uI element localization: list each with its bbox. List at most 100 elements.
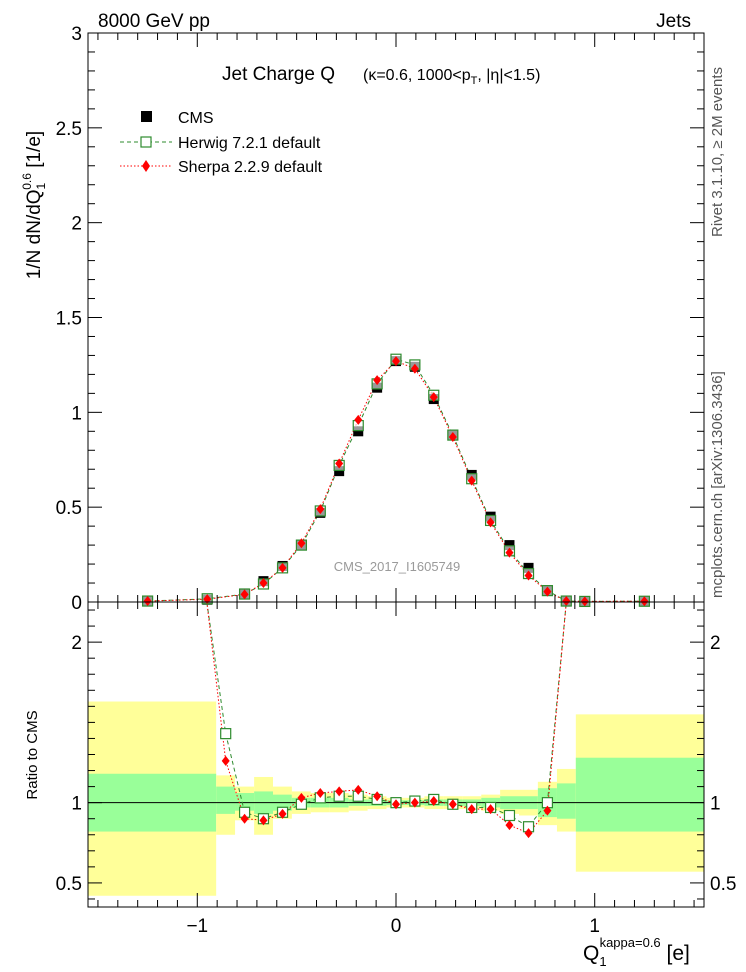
- sherpa-point: [429, 392, 438, 403]
- sherpa-point: [486, 517, 495, 528]
- cms-point: [504, 540, 515, 551]
- main-ylabel-post: [1/e]: [24, 131, 45, 173]
- title-main: Jet Charge Q: [222, 64, 335, 85]
- main-ytick-label: 0: [71, 593, 82, 614]
- subtitle-post: , |η|<1.5): [477, 67, 540, 84]
- band-inner: [216, 786, 236, 814]
- main-ytick-label: 2: [71, 214, 82, 235]
- main-ytick-label: 1.5: [56, 309, 82, 330]
- sherpa-ratio-point: [543, 805, 552, 816]
- sherpa-point: [410, 363, 419, 374]
- main-ylabel: 1/N dN/dQ10.6 [1/e]: [20, 131, 48, 279]
- xlabel-post: [e]: [661, 942, 690, 965]
- legend-item-herwig: Herwig 7.2.1 default: [120, 135, 321, 152]
- xtick-label: 0: [391, 916, 402, 937]
- sherpa-point: [335, 458, 344, 469]
- main-ytick-label: 0.5: [56, 498, 82, 519]
- main-ylabel-sup: 0.6: [20, 173, 34, 190]
- legend-marker-sherpa: [142, 160, 150, 172]
- main-marks: [142, 353, 650, 608]
- sherpa-point: [143, 596, 152, 607]
- sherpa-ratio-point: [448, 799, 457, 810]
- legend-label-cms: CMS: [178, 110, 214, 127]
- header-right: Jets: [656, 11, 691, 32]
- main-ylabel-pre: 1/N dN/dQ: [24, 189, 45, 279]
- sherpa-ratio-point: [429, 796, 438, 807]
- xtick-label: −1: [186, 916, 208, 937]
- legend-marker-cms: [141, 111, 152, 122]
- sherpa-ratio-point: [354, 784, 363, 795]
- xlabel-sup: kappa=0.6: [600, 935, 661, 950]
- main-panel: 0 0.5 1 1.5 2 2.5 3 Jet Charge Q (κ=0.6, 1000<…: [20, 24, 705, 614]
- sherpa-ratio-point: [335, 786, 344, 797]
- sherpa-ratio-point: [373, 791, 382, 802]
- sherpa-point: [524, 570, 533, 581]
- sherpa-ratio-point: [221, 755, 230, 766]
- subtitle-pre: (κ=0.6, 1000<p: [363, 67, 471, 84]
- sherpa-ratio-point: [486, 804, 495, 815]
- xtick-label: 1: [589, 916, 600, 937]
- sherpa-point: [640, 596, 649, 607]
- sherpa-ratio-point: [505, 820, 514, 831]
- sherpa-ratio-point: [410, 797, 419, 808]
- rivet-label: Rivet 3.1.10, ≥ 2M events: [709, 67, 726, 237]
- ratio-panel: 0.5 0.5 1 1 2 2 −1 0 1 Ratio to CMS Q1 kappa=0.6 …: [24, 601, 736, 969]
- ratio-ytick-label-right: 0.5: [710, 874, 736, 895]
- sherpa-point: [278, 562, 287, 573]
- ratio-marks: [206, 601, 586, 839]
- xlabel-sub: 1: [599, 954, 606, 969]
- xlabel-pre: Q: [583, 942, 599, 965]
- band-inner: [556, 783, 576, 819]
- sherpa-point: [505, 547, 514, 558]
- legend-item-sherpa: Sherpa 2.2.9 default: [120, 159, 323, 176]
- herwig-ratio-line: [206, 601, 586, 828]
- sherpa-point: [392, 356, 400, 367]
- sherpa-line: [147, 360, 645, 602]
- sherpa-ratio-point: [316, 788, 325, 799]
- band-inner: [235, 793, 255, 811]
- sherpa-point: [373, 375, 382, 386]
- sherpa-point: [543, 586, 552, 597]
- herwig-ratio-point: [220, 728, 232, 740]
- subtitle-sub: T: [471, 75, 478, 87]
- header-left: 8000 GeV pp: [98, 11, 210, 32]
- sherpa-ratio-point: [259, 815, 268, 826]
- sherpa-point: [448, 431, 457, 442]
- cms-point: [353, 426, 364, 437]
- main-ytick-label: 2.5: [56, 119, 82, 140]
- cms-point: [334, 466, 345, 477]
- main-ytick-label: 1: [71, 403, 82, 424]
- legend-marker-herwig: [140, 136, 152, 148]
- herwig-ratio-point: [503, 809, 516, 822]
- sherpa-ratio-point: [297, 792, 306, 803]
- legend-item-cms: CMS: [141, 110, 214, 127]
- ratio-ytick-label-left: 2: [71, 633, 82, 654]
- herwig-line: [147, 358, 645, 602]
- main-ticks: 0 0.5 1 1.5 2 2.5 3: [56, 24, 704, 614]
- legend-label-herwig: Herwig 7.2.1 default: [178, 135, 321, 152]
- ratio-ytick-label-right: 2: [710, 633, 721, 654]
- sherpa-ratio-point: [524, 828, 533, 839]
- sherpa-ratio-point: [392, 799, 400, 810]
- sherpa-point: [316, 504, 325, 515]
- chart-title: Jet Charge Q: [222, 64, 335, 85]
- ratio-ticks: 0.5 0.5 1 1 2 2 −1 0 1: [56, 602, 736, 937]
- sherpa-ratio-point: [278, 808, 287, 819]
- ratio-ytick-label-left: 0.5: [56, 874, 82, 895]
- ratio-ytick-label-right: 1: [710, 794, 721, 815]
- band-inner: [575, 757, 704, 832]
- sherpa-point: [562, 596, 571, 607]
- sherpa-point: [259, 578, 268, 589]
- chart-subtitle: (κ=0.6, 1000<pT, |η|<1.5): [363, 67, 540, 87]
- sherpa-point: [467, 475, 476, 486]
- sherpa-ratio-point: [467, 804, 476, 815]
- legend-label-sherpa: Sherpa 2.2.9 default: [178, 159, 323, 176]
- sherpa-point: [580, 596, 589, 607]
- ratio-ytick-label-left: 1: [71, 794, 82, 815]
- ratio-ylabel: Ratio to CMS: [24, 710, 41, 799]
- cms-point: [523, 562, 534, 573]
- main-ytick-label: 3: [71, 24, 82, 45]
- xlabel: Q1 kappa=0.6 [e]: [583, 935, 690, 969]
- main-ylabel-sub: 1: [34, 182, 48, 189]
